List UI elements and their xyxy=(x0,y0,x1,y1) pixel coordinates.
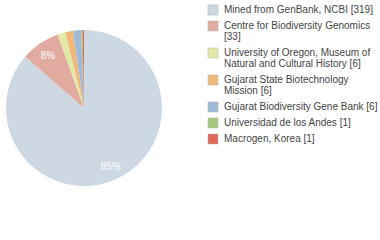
legend-label: Macrogen, Korea [1] xyxy=(224,133,315,144)
chart: 85% 8% Mined from GenBank, NCBI [319] Centr… xyxy=(0,0,380,240)
pie xyxy=(6,30,162,186)
legend-item: Mined from GenBank, NCBI [319] xyxy=(208,4,373,15)
data-label: 85% xyxy=(101,161,121,172)
legend-label: Gujarat Biodiversity Gene Bank [6] xyxy=(224,101,378,112)
legend-item: Gujarat Biodiversity Gene Bank [6] xyxy=(208,101,378,112)
pie-slice xyxy=(73,30,84,108)
legend-label: Centre for Biodiversity Genomics[33] xyxy=(224,20,370,42)
legend-swatch xyxy=(208,118,218,128)
legend-label-line: Macrogen, Korea [1] xyxy=(224,133,315,144)
legend-label-line: Gujarat Biodiversity Gene Bank [6] xyxy=(224,101,378,112)
data-label: 8% xyxy=(41,50,56,61)
pie-slice xyxy=(81,30,84,108)
legend-item: University of Oregon, Museum ofNatural a… xyxy=(208,47,370,69)
legend-label-line: Mission [6] xyxy=(224,85,272,96)
legend-label-line: Mined from GenBank, NCBI [319] xyxy=(224,4,373,15)
pie-slice xyxy=(6,30,162,186)
legend-swatch xyxy=(208,102,218,112)
legend-label-line: Universidad de los Andes [1] xyxy=(224,117,351,128)
legend-label-line: University of Oregon, Museum of xyxy=(224,47,370,58)
legend-label-line: [33] xyxy=(224,31,241,42)
pie-slice xyxy=(83,30,84,108)
legend-swatch xyxy=(208,5,218,15)
legend-label-line: Gujarat State Biotechnology xyxy=(224,74,349,85)
legend-label: University of Oregon, Museum ofNatural a… xyxy=(224,47,370,69)
legend: Mined from GenBank, NCBI [319] Centre for… xyxy=(208,4,378,144)
legend-swatch xyxy=(208,134,218,144)
legend-label: Gujarat State BiotechnologyMission [6] xyxy=(224,74,349,96)
legend-label-line: Natural and Cultural History [6] xyxy=(224,58,361,69)
legend-item: Gujarat State BiotechnologyMission [6] xyxy=(208,74,349,96)
legend-swatch xyxy=(208,75,218,85)
legend-swatch xyxy=(208,21,218,31)
legend-item: Universidad de los Andes [1] xyxy=(208,117,351,128)
legend-label: Mined from GenBank, NCBI [319] xyxy=(224,4,373,15)
pie-slice xyxy=(65,31,84,108)
legend-item: Macrogen, Korea [1] xyxy=(208,133,315,144)
legend-label: Universidad de los Andes [1] xyxy=(224,117,351,128)
legend-item: Centre for Biodiversity Genomics[33] xyxy=(208,20,370,42)
data-labels: 85% 8% xyxy=(41,50,121,172)
legend-label-line: Centre for Biodiversity Genomics xyxy=(224,20,370,31)
legend-swatch xyxy=(208,48,218,58)
